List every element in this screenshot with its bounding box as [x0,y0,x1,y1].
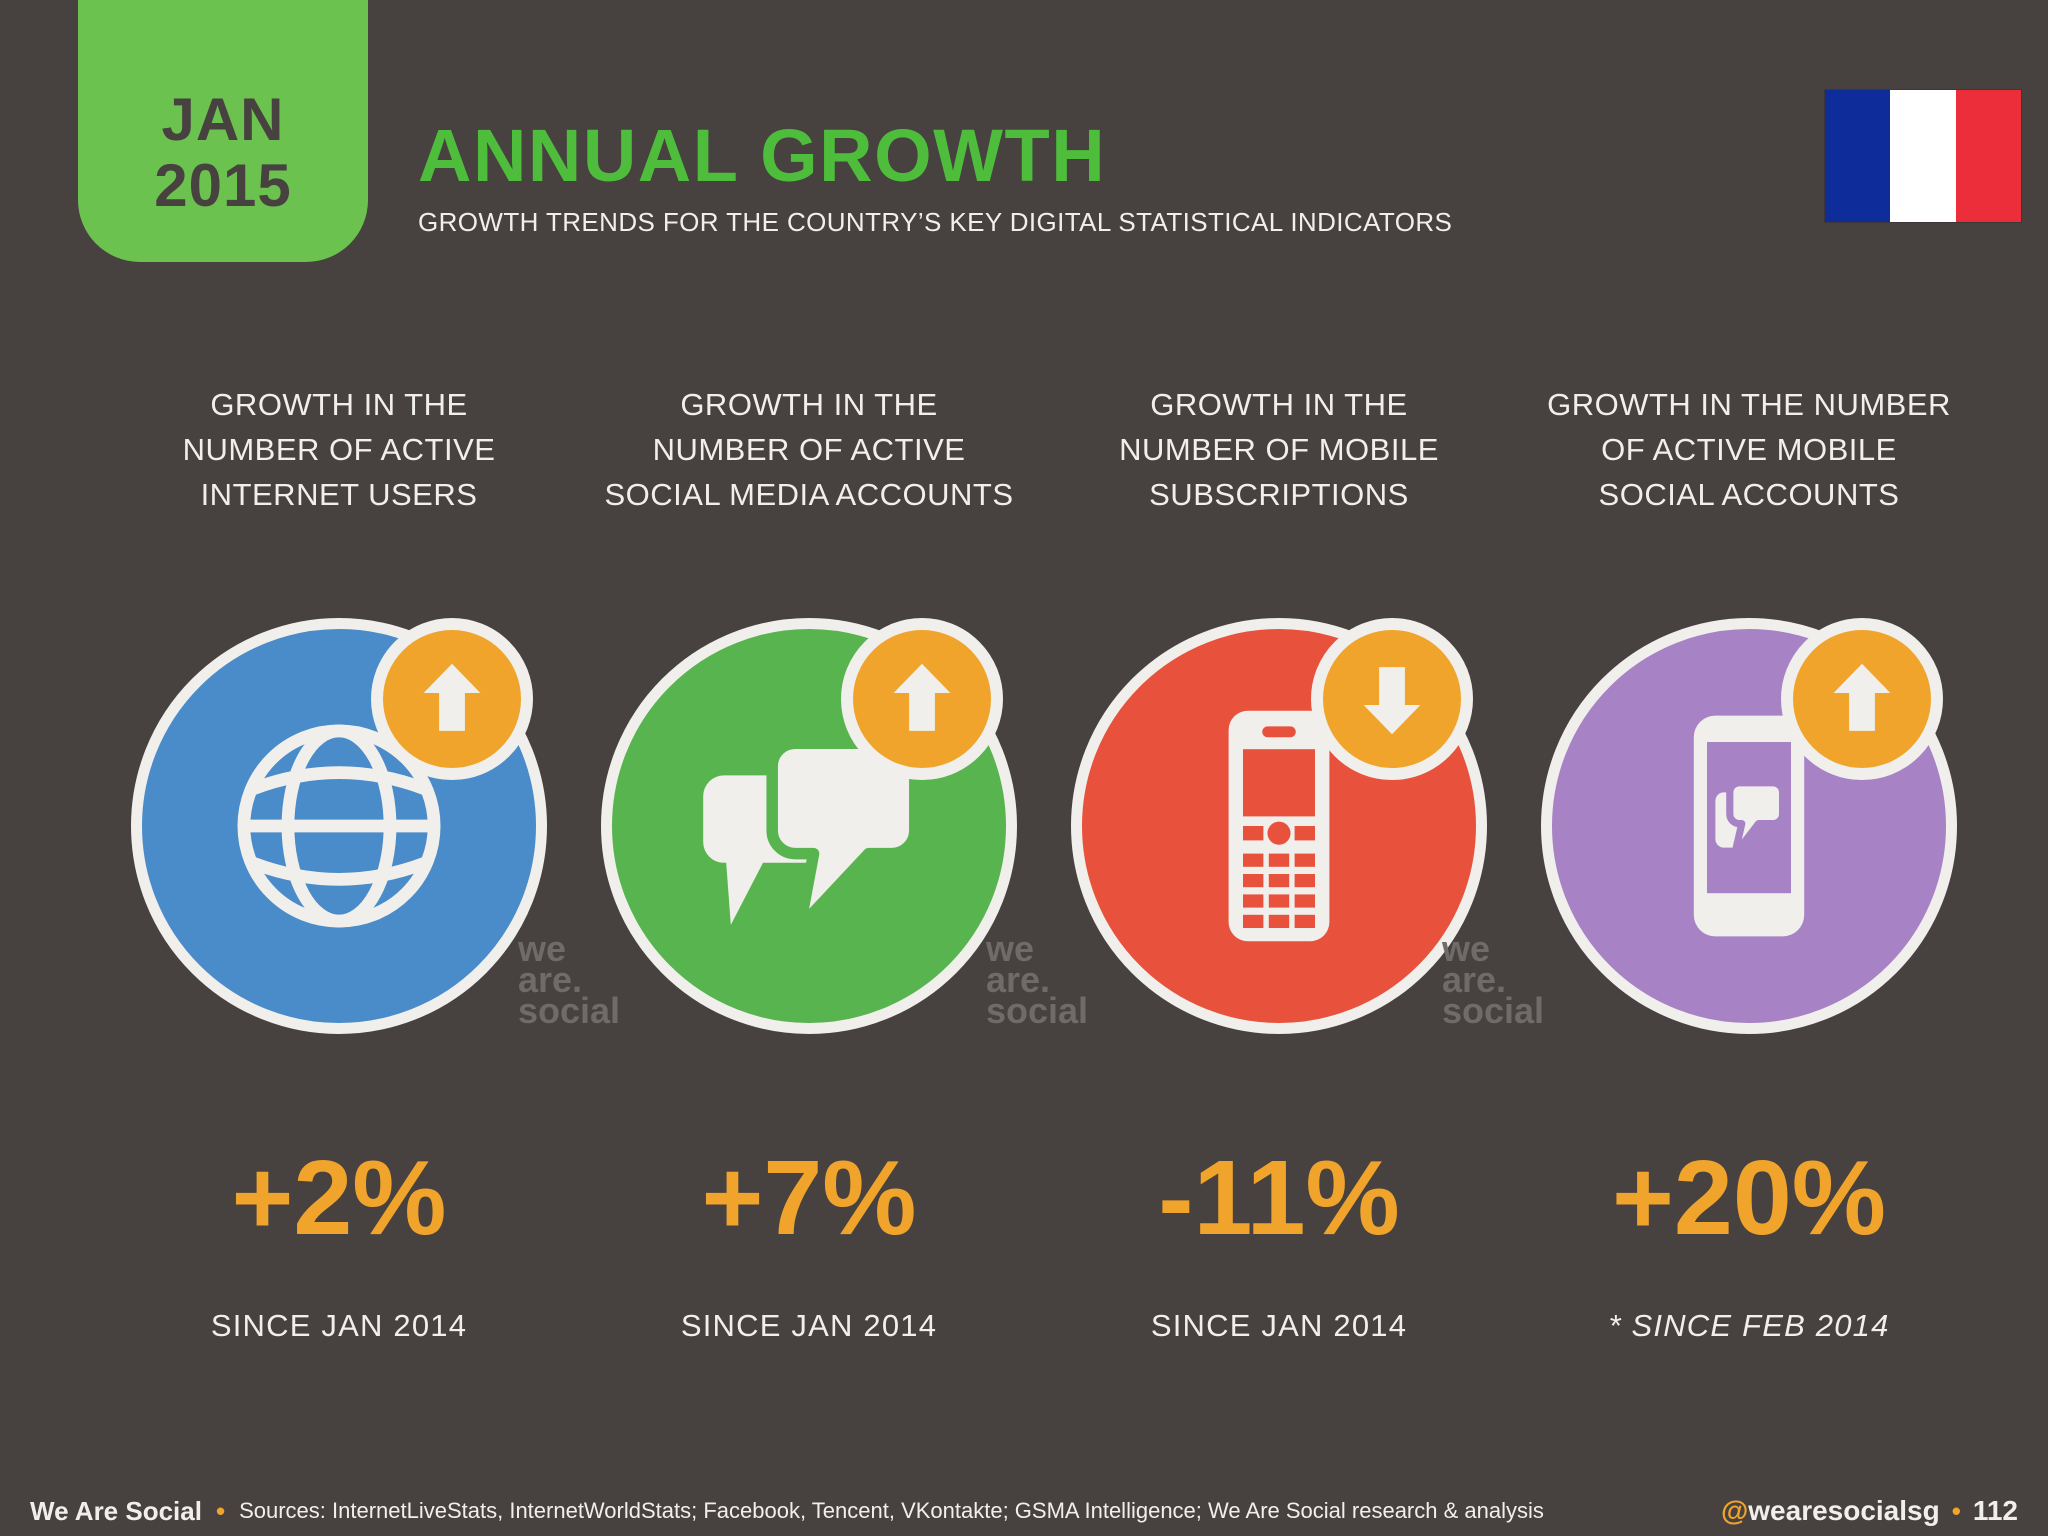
column-mobile-subscriptions: GROWTH IN THE NUMBER OF MOBILE SUBSCRIPT… [1044,368,1514,1344]
date-badge: JAN 2015 [78,0,368,262]
column-social-media: GROWTH IN THE NUMBER OF ACTIVE SOCIAL ME… [574,368,1044,1344]
date-badge-year: 2015 [154,152,292,219]
social-handle: @wearesocialsg [1721,1495,1940,1527]
mobile-social-icon [1693,715,1805,937]
circle-social [601,618,1017,1034]
header-line: OF ACTIVE MOBILE [1601,432,1897,467]
trend-badge-up [371,618,533,780]
column-mobile-social: GROWTH IN THE NUMBER OF ACTIVE MOBILE SO… [1514,368,1984,1344]
page-title: ANNUAL GROWTH [418,114,1107,197]
header-line: SOCIAL MEDIA ACCOUNTS [604,477,1014,512]
page-number: 112 [1972,1495,2018,1526]
column-internet-users: GROWTH IN THE NUMBER OF ACTIVE INTERNET … [104,368,574,1344]
header-line: SOCIAL ACCOUNTS [1598,477,1900,512]
column-header: GROWTH IN THE NUMBER OF ACTIVE INTERNET … [183,368,496,543]
column-header: GROWTH IN THE NUMBER OF MOBILE SUBSCRIPT… [1119,368,1439,543]
sources-text: Sources: InternetLiveStats, InternetWorl… [239,1498,1544,1523]
at-symbol: @ [1720,1495,1749,1526]
arrow-up-icon [893,663,951,731]
flag-stripe-blue [1825,90,1891,222]
footer-left: We Are Social • Sources: InternetLiveSta… [30,1496,1544,1527]
mobile-phone-icon [1228,710,1330,942]
growth-baseline: SINCE JAN 2014 [210,1308,468,1343]
arrow-down-icon [1363,667,1421,735]
growth-value: +20% [1611,1139,1887,1257]
trend-badge-down [1311,618,1473,780]
footer: We Are Social • Sources: InternetLiveSta… [0,1486,2048,1536]
header-line: SUBSCRIPTIONS [1149,477,1409,512]
column-header: GROWTH IN THE NUMBER OF ACTIVE MOBILE SO… [1547,368,1951,543]
header-line: NUMBER OF ACTIVE [652,432,966,467]
handle-name: wearesocialsg [1748,1495,1940,1526]
header-line: GROWTH IN THE NUMBER [1547,387,1951,422]
growth-value: -11% [1158,1139,1400,1257]
we-are-social-watermark: we are. social [1442,928,1545,1031]
growth-value: +2% [231,1139,447,1257]
date-badge-month: JAN [161,86,285,153]
metric-circle [1541,618,1957,1034]
header-line: NUMBER OF MOBILE [1119,432,1439,467]
header-line: GROWTH IN THE [680,387,938,422]
watermark-line: social [1442,990,1545,1031]
growth-baseline: * SINCE FEB 2014 [1608,1308,1890,1343]
separator-dot: • [1951,1495,1961,1526]
circle-mobile [1071,618,1487,1034]
watermark-line: social [986,990,1089,1031]
header-line: INTERNET USERS [200,477,478,512]
trend-badge-up [1781,618,1943,780]
watermark-line: we [1442,928,1491,969]
footer-right: @wearesocialsg • 112 [1721,1495,2018,1527]
brand-name: We Are Social [30,1495,202,1526]
column-header: GROWTH IN THE NUMBER OF ACTIVE SOCIAL ME… [605,368,1014,543]
watermark-line: social [518,990,621,1031]
growth-baseline: SINCE JAN 2014 [1150,1308,1408,1343]
watermark-line: we [986,928,1035,969]
columns-grid: GROWTH IN THE NUMBER OF ACTIVE INTERNET … [104,368,1984,1344]
watermark-line: are. [1442,959,1507,1000]
watermark-line: we [518,928,567,969]
title-block: ANNUAL GROWTH GROWTH TRENDS FOR THE COUN… [418,118,1452,238]
separator-dot: • [215,1495,226,1526]
arrow-up-icon [1833,663,1891,731]
trend-badge-up [841,618,1003,780]
metric-circle [131,618,547,1034]
growth-value: +7% [701,1139,917,1257]
we-are-social-watermark: we are. social [518,928,621,1031]
header-line: GROWTH IN THE [1150,387,1408,422]
header-line: NUMBER OF ACTIVE [182,432,496,467]
flag-stripe-red [1955,90,2021,222]
header-line: GROWTH IN THE [210,387,468,422]
globe-icon [237,724,441,928]
growth-baseline: SINCE JAN 2014 [680,1308,938,1343]
flag-stripe-white [1890,90,1956,222]
france-flag-icon [1825,90,2021,222]
arrow-up-icon [423,663,481,731]
we-are-social-watermark: we are. social [986,928,1089,1031]
metric-circle [601,618,1017,1034]
watermark-line: are. [518,959,583,1000]
watermark-line: are. [986,959,1051,1000]
metric-circle [1071,618,1487,1034]
page-subtitle: GROWTH TRENDS FOR THE COUNTRY’S KEY DIGI… [418,207,1453,237]
